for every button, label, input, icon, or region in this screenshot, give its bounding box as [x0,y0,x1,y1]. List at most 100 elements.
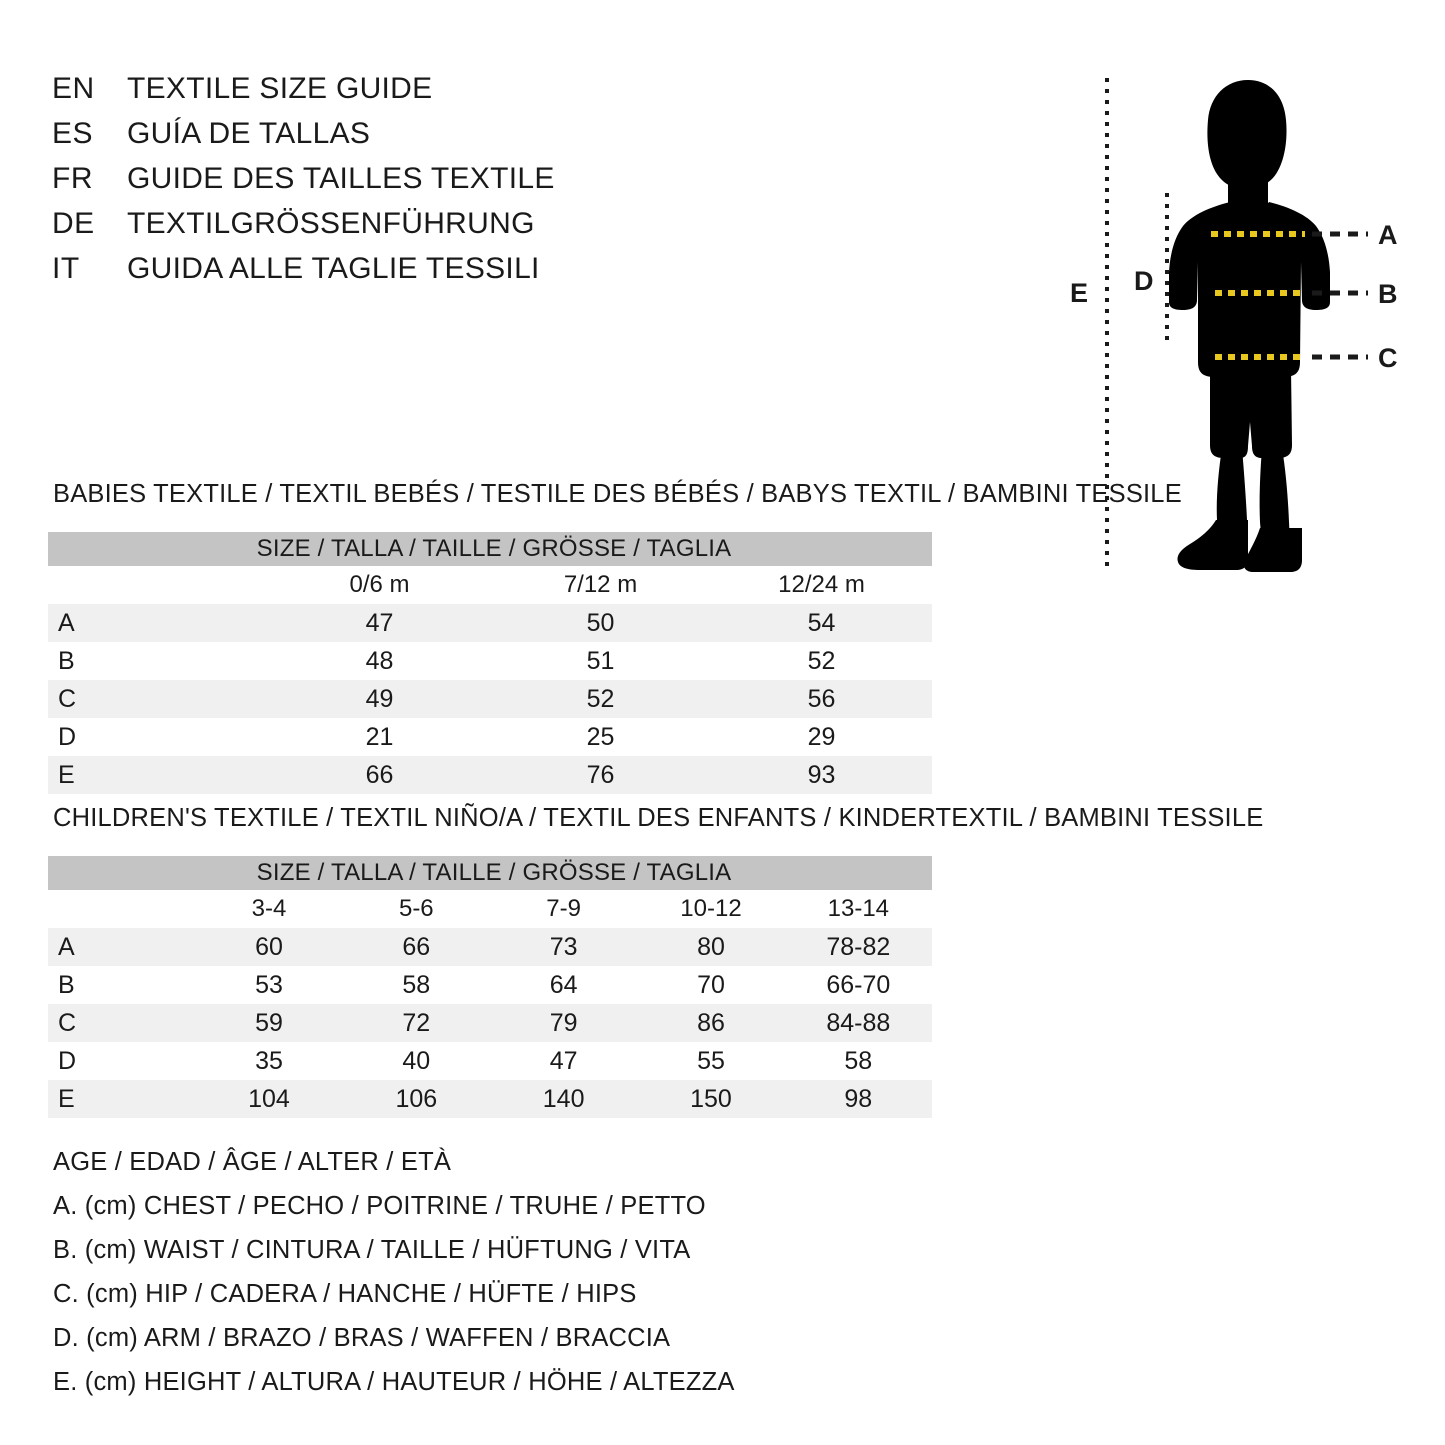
language-code: IT [52,252,80,285]
marker-label-c: C [1378,343,1398,373]
measurement-cell: 66-70 [784,966,932,1004]
table-header-bar: SIZE / TALLA / TAILLE / GRÖSSE / TAGLIA [48,856,932,890]
table-column-header-row: 3-4 5-6 7-9 10-12 13-14 [48,890,932,928]
marker-label-a: A [1378,220,1398,250]
language-title-block: EN TEXTILE SIZE GUIDE ES GUÍA DE TALLAS FR GU… [52,72,692,297]
language-row: DE TEXTILGRÖSSENFÜHRUNG [52,207,692,252]
measurement-cell: 58 [342,966,490,1004]
table-row: C 59 72 79 86 84-88 [48,1004,932,1042]
measurement-cell: 76 [490,756,711,794]
measurement-cell: 72 [342,1004,490,1042]
column-header-cell: 13-14 [784,890,932,928]
babies-size-table: SIZE / TALLA / TAILLE / GRÖSSE / TAGLIA 0… [48,532,932,794]
measurement-cell: 49 [269,680,490,718]
table-header-bar: SIZE / TALLA / TAILLE / GRÖSSE / TAGLIA [48,532,932,566]
table-row: D 21 25 29 [48,718,932,756]
column-header-spacer [48,566,269,604]
table-row: A 47 50 54 [48,604,932,642]
marker-label-e: E [1070,278,1089,308]
language-row: EN TEXTILE SIZE GUIDE [52,72,692,117]
measurement-cell: 47 [269,604,490,642]
language-code: FR [52,162,93,195]
measurement-legend: AGE / EDAD / ÂGE / ALTER / ETÀ A. (cm) CH… [53,1140,813,1404]
measurement-cell: 106 [342,1080,490,1118]
column-header-cell: 0/6 m [269,566,490,604]
row-label-cell: D [48,1042,196,1080]
row-label-cell: E [48,1080,196,1118]
measurement-cell: 64 [489,966,638,1004]
measurement-cell: 86 [637,1004,785,1042]
measurement-cell: 52 [490,680,711,718]
measurement-cell: 98 [784,1080,932,1118]
measurement-cell: 47 [489,1042,638,1080]
measurement-cell: 150 [637,1080,785,1118]
babies-section-title: BABIES TEXTILE / TEXTIL BEBÉS / TESTILE … [53,480,1182,508]
legend-line: C. (cm) HIP / CADERA / HANCHE / HÜFTE / … [53,1280,637,1308]
measurement-cell: 53 [195,966,343,1004]
table-row: D 35 40 47 55 58 [48,1042,932,1080]
measurement-cell: 54 [711,604,932,642]
measurement-cell: 29 [711,718,932,756]
language-guide-title: GUIDA ALLE TAGLIE TESSILI [127,252,540,285]
table-row: E 66 76 93 [48,756,932,794]
measurement-cell: 21 [269,718,490,756]
row-label-cell: C [48,1004,196,1042]
measurement-cell: 78-82 [784,928,932,966]
measurement-cell: 51 [490,642,711,680]
column-header-cell: 3-4 [195,890,343,928]
measurement-cell: 73 [489,928,638,966]
language-code: EN [52,72,95,105]
measurement-cell: 55 [637,1042,785,1080]
measurement-cell: 84-88 [784,1004,932,1042]
measurement-cell: 140 [489,1080,638,1118]
children-section-title: CHILDREN'S TEXTILE / TEXTIL NIÑO/A / TEX… [53,804,1264,832]
measurement-cell: 93 [711,756,932,794]
language-row: IT GUIDA ALLE TAGLIE TESSILI [52,252,692,297]
measurement-cell: 56 [711,680,932,718]
measurement-cell: 48 [269,642,490,680]
table-header-bar-label: SIZE / TALLA / TAILLE / GRÖSSE / TAGLIA [48,856,932,890]
row-label-cell: C [48,680,269,718]
table-row: E 104 106 140 150 98 [48,1080,932,1118]
measurement-cell: 35 [195,1042,343,1080]
legend-line: AGE / EDAD / ÂGE / ALTER / ETÀ [53,1148,452,1176]
silhouette-body [1169,80,1330,572]
language-row: FR GUIDE DES TAILLES TEXTILE [52,162,692,207]
language-code: ES [52,117,94,150]
measurement-cell: 25 [490,718,711,756]
measurement-cell: 80 [637,928,785,966]
legend-line: B. (cm) WAIST / CINTURA / TAILLE / HÜFTU… [53,1236,691,1264]
column-header-cell: 7/12 m [490,566,711,604]
row-label-cell: D [48,718,269,756]
language-row: ES GUÍA DE TALLAS [52,117,692,162]
legend-line: E. (cm) HEIGHT / ALTURA / HAUTEUR / HÖHE… [53,1368,735,1396]
table-header-bar-label: SIZE / TALLA / TAILLE / GRÖSSE / TAGLIA [48,532,932,566]
measurement-cell: 79 [489,1004,638,1042]
column-header-cell: 12/24 m [711,566,932,604]
table-row: B 48 51 52 [48,642,932,680]
children-size-table: SIZE / TALLA / TAILLE / GRÖSSE / TAGLIA 3… [48,856,932,1118]
row-label-cell: A [48,604,269,642]
column-header-cell: 5-6 [342,890,490,928]
measurement-cell: 59 [195,1004,343,1042]
child-silhouette-illustration [1105,78,1368,572]
row-label-cell: E [48,756,269,794]
legend-line: A. (cm) CHEST / PECHO / POITRINE / TRUHE… [53,1192,706,1220]
measurement-cell: 70 [637,966,785,1004]
language-guide-title: TEXTILGRÖSSENFÜHRUNG [127,207,535,240]
table-row: A 60 66 73 80 78-82 [48,928,932,966]
marker-label-b: B [1378,279,1398,309]
column-header-cell: 7-9 [489,890,638,928]
language-guide-title: TEXTILE SIZE GUIDE [127,72,433,105]
row-label-cell: B [48,966,196,1004]
table-column-header-row: 0/6 m 7/12 m 12/24 m [48,566,932,604]
measurement-cell: 40 [342,1042,490,1080]
measurement-cell: 52 [711,642,932,680]
measurement-cell: 58 [784,1042,932,1080]
column-header-cell: 10-12 [637,890,785,928]
table-row: B 53 58 64 70 66-70 [48,966,932,1004]
column-header-spacer [48,890,196,928]
size-guide-figure: A B C D E [1050,50,1445,595]
measurement-cell: 66 [342,928,490,966]
measurement-cell: 66 [269,756,490,794]
